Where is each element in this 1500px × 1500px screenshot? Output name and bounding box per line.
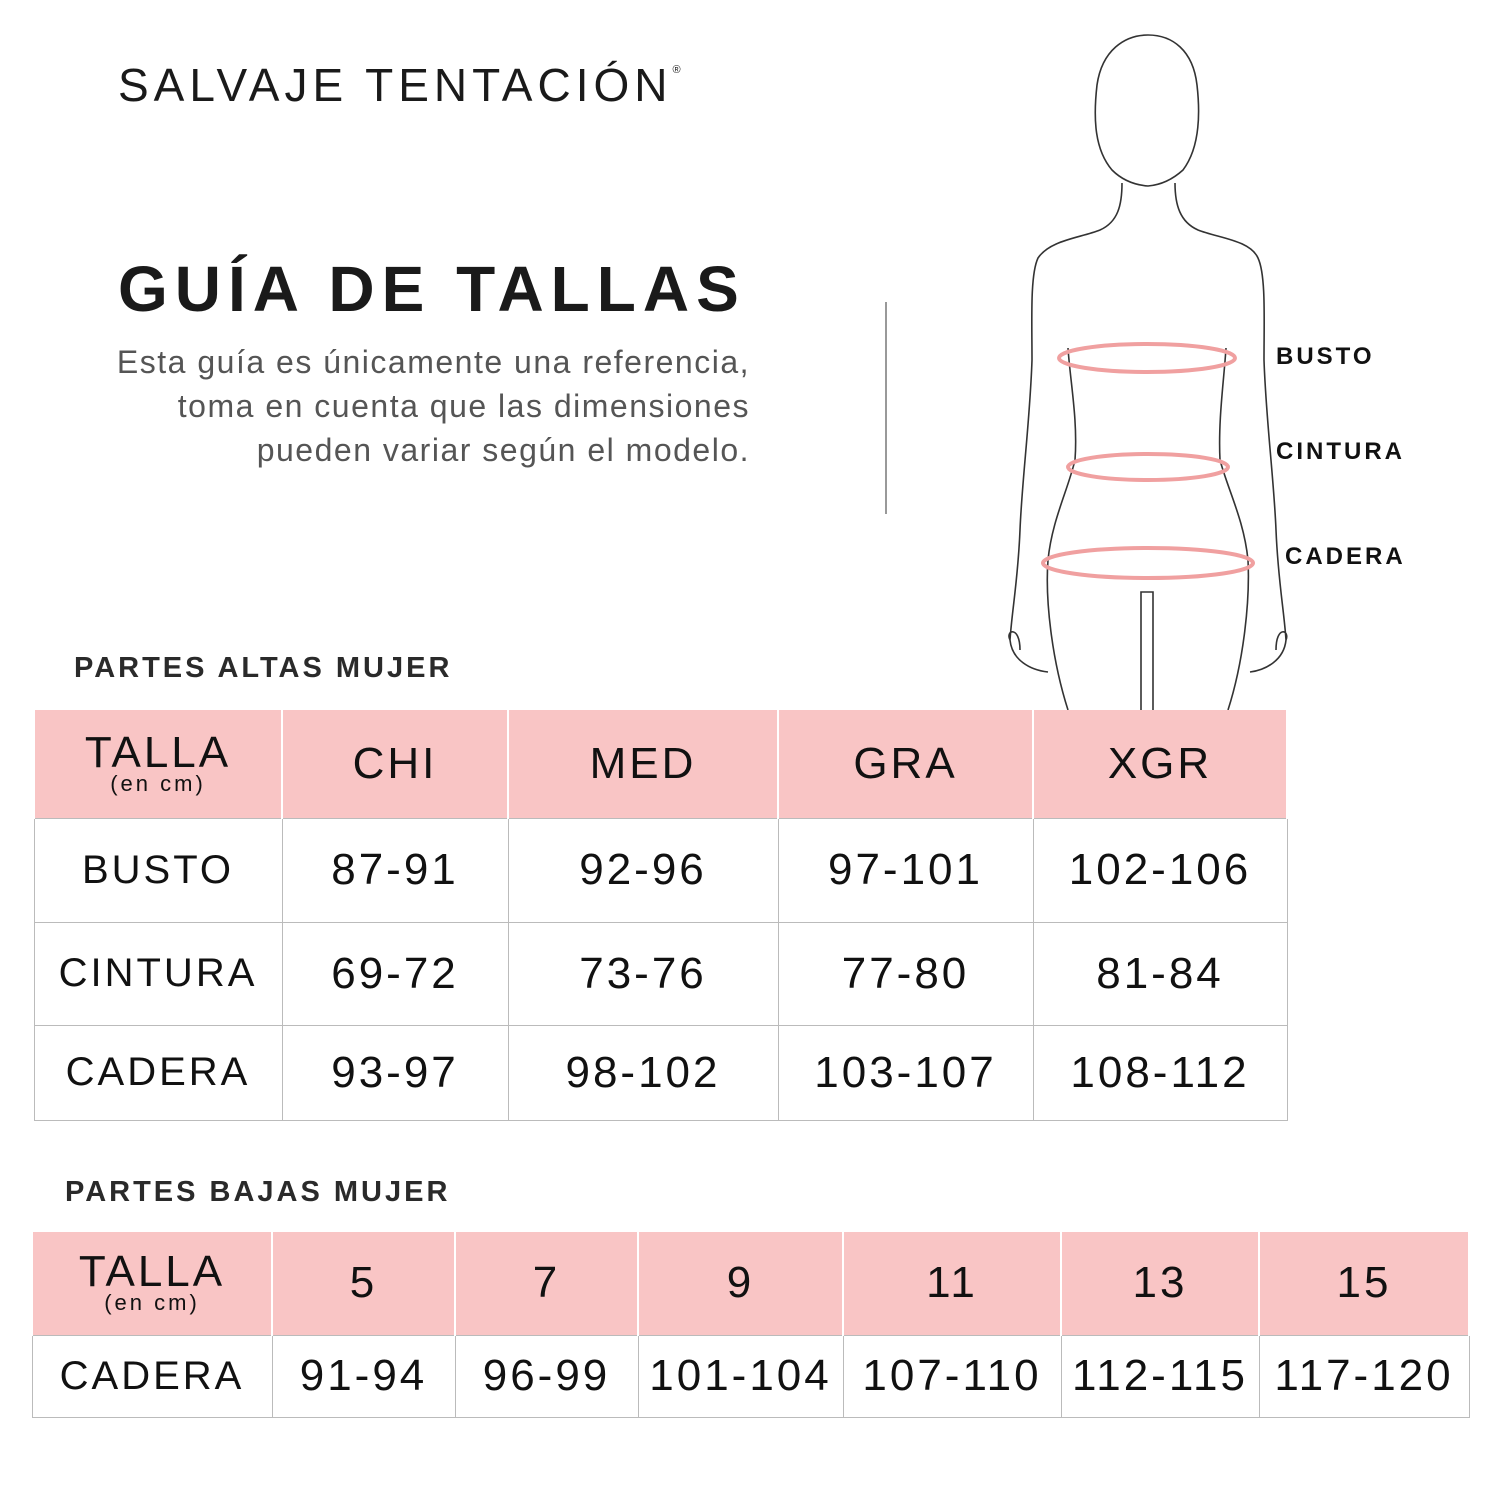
busto-measure-line [1057,342,1237,374]
table-cell: 93-97 [281,1024,509,1121]
table-cell: 81-84 [1032,921,1288,1026]
column-header: CHI [281,710,509,818]
registered-mark: ® [672,64,681,76]
leg-gap [1140,591,1154,710]
column-header: GRA [777,710,1034,818]
column-header: 13 [1060,1232,1260,1335]
row-label: CADERA [31,1334,273,1418]
right-body-outline [1174,182,1288,711]
table-cell: 108-112 [1032,1024,1288,1121]
table-cell: 117-120 [1258,1334,1470,1418]
description: Esta guía es únicamente una referencia, … [116,344,750,468]
tops-size-table: TALLA (en cm) CHI MED GRA XGR BUSTO 87-91… [33,710,1288,1121]
cadera-label: CADERA [1285,543,1406,570]
table-cell: 77-80 [777,921,1034,1026]
column-header: 7 [454,1232,639,1335]
table-cell: 102-106 [1032,817,1288,923]
table-cell: 87-91 [281,817,509,923]
table-row: CADERA 93-97 98-102 103-107 108-112 [33,1024,1288,1121]
table-cell: 91-94 [271,1334,456,1418]
table-row: BUSTO 87-91 92-96 97-101 102-106 [33,817,1288,923]
bottoms-section-title: PARTES BAJAS MUJER [65,1176,451,1208]
body-figure-illustration [1008,34,1288,711]
head-outline [1094,34,1200,187]
row-label: CADERA [33,1024,283,1121]
table-cell: 103-107 [777,1024,1034,1121]
column-header: 11 [842,1232,1062,1335]
cintura-label: CINTURA [1276,438,1405,465]
column-header: MED [507,710,779,818]
column-header: 5 [271,1232,456,1335]
table-header-row: TALLA (en cm) 5 7 9 11 13 15 [31,1232,1470,1335]
talla-label: TALLA [78,1247,226,1297]
cadera-measure-line [1041,546,1255,580]
column-header: 9 [637,1232,844,1335]
table-cell: 92-96 [507,817,779,923]
brand-logo: SALVAJE TENTACIÓN® [118,58,681,112]
divider [885,302,887,514]
table-cell: 101-104 [637,1334,844,1418]
table-cell: 73-76 [507,921,779,1026]
table-cell: 112-115 [1060,1334,1260,1418]
unit-label: (en cm) [110,770,206,796]
row-label: BUSTO [33,817,283,923]
talla-label: TALLA [84,727,232,777]
left-body-outline [1008,182,1123,711]
table-row: CADERA 91-94 96-99 101-104 107-110 112-1… [31,1334,1470,1418]
unit-label: (en cm) [104,1290,200,1316]
table-cell: 69-72 [281,921,509,1026]
table-cell: 107-110 [842,1334,1062,1418]
brand-name: SALVAJE TENTACIÓN [118,59,673,111]
cintura-measure-line [1066,452,1230,482]
corner-cell: TALLA (en cm) [31,1232,273,1335]
table-header-row: TALLA (en cm) CHI MED GRA XGR [33,710,1288,818]
table-cell: 98-102 [507,1024,779,1121]
busto-label: BUSTO [1276,343,1375,370]
column-header: 15 [1258,1232,1470,1335]
table-cell: 96-99 [454,1334,639,1418]
tops-section-title: PARTES ALTAS MUJER [74,652,453,684]
column-header: XGR [1032,710,1288,818]
bottoms-size-table: TALLA (en cm) 5 7 9 11 13 15 CADERA 91-94… [31,1232,1470,1418]
table-cell: 97-101 [777,817,1034,923]
page-title: GUÍA DE TALLAS [118,253,746,325]
row-label: CINTURA [33,921,283,1026]
table-row: CINTURA 69-72 73-76 77-80 81-84 [33,921,1288,1026]
corner-cell: TALLA (en cm) [33,710,283,818]
